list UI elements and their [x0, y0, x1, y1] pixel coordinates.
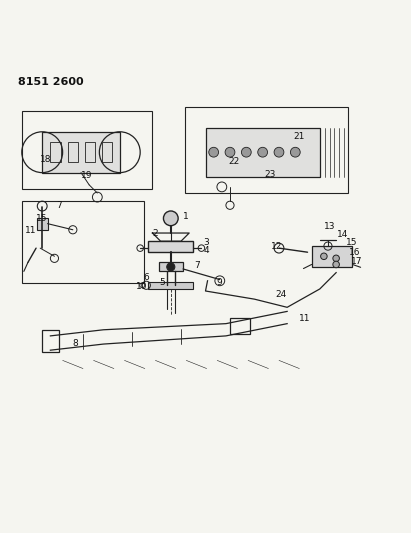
Text: 5: 5 — [160, 278, 166, 287]
Text: 24: 24 — [276, 290, 287, 299]
Bar — [159, 262, 183, 271]
Bar — [22, 111, 152, 189]
Bar — [148, 241, 193, 252]
Text: 13: 13 — [324, 222, 335, 231]
Text: 2: 2 — [152, 229, 158, 238]
Bar — [22, 201, 144, 283]
Text: 1: 1 — [183, 212, 189, 221]
Text: 8151 2600: 8151 2600 — [18, 77, 83, 87]
Bar — [230, 318, 250, 334]
Bar — [312, 246, 353, 266]
Circle shape — [209, 147, 219, 157]
Text: 9: 9 — [217, 278, 222, 287]
Text: 23: 23 — [265, 169, 276, 179]
Bar — [102, 142, 112, 163]
Bar — [148, 281, 193, 289]
Bar — [185, 107, 349, 193]
Circle shape — [274, 147, 284, 157]
Text: 15: 15 — [346, 238, 358, 247]
Text: 3: 3 — [203, 238, 209, 247]
Text: 14: 14 — [337, 230, 349, 239]
Bar — [37, 217, 48, 230]
Text: 7: 7 — [56, 201, 62, 210]
Text: 22: 22 — [228, 157, 239, 166]
Text: 12: 12 — [271, 243, 282, 252]
Bar — [67, 142, 78, 163]
Circle shape — [225, 147, 235, 157]
Text: 15: 15 — [36, 214, 48, 223]
Circle shape — [333, 261, 339, 268]
Circle shape — [241, 147, 251, 157]
Text: 4: 4 — [203, 246, 209, 255]
Bar — [51, 142, 60, 163]
Circle shape — [167, 263, 175, 271]
Text: 7: 7 — [194, 261, 200, 270]
Bar — [42, 132, 120, 173]
Text: 10: 10 — [136, 282, 148, 292]
Bar — [42, 330, 58, 352]
Text: 11: 11 — [299, 314, 311, 323]
Text: 17: 17 — [351, 257, 363, 266]
Text: 11: 11 — [25, 226, 37, 235]
Bar — [206, 128, 320, 177]
Text: 19: 19 — [81, 171, 92, 180]
Text: 16: 16 — [349, 248, 361, 257]
Circle shape — [291, 147, 300, 157]
Text: 21: 21 — [293, 132, 305, 141]
Text: 6: 6 — [143, 273, 149, 282]
Text: 8: 8 — [73, 339, 79, 348]
Text: 18: 18 — [40, 155, 52, 164]
Bar — [85, 142, 95, 163]
Circle shape — [333, 255, 339, 262]
Circle shape — [258, 147, 268, 157]
Circle shape — [321, 253, 327, 260]
Circle shape — [164, 211, 178, 225]
